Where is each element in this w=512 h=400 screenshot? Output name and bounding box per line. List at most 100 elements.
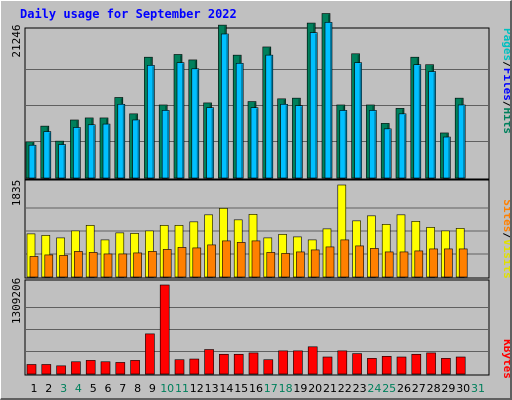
hits-bar-shade bbox=[330, 23, 332, 178]
day-label: 25 bbox=[382, 382, 396, 395]
day-label: 31 bbox=[471, 382, 485, 395]
visits-bar-sites bbox=[296, 251, 305, 278]
hits-bar-files bbox=[265, 54, 274, 179]
kbytes-bar-kbytes bbox=[263, 359, 274, 375]
kbytes-bar-kbytes bbox=[145, 333, 155, 375]
hits-bar-files bbox=[280, 103, 288, 179]
legend-hits: Hits bbox=[501, 108, 510, 135]
visits-bar-sites bbox=[384, 251, 394, 278]
hits-bar-files bbox=[176, 62, 185, 179]
day-label: 13 bbox=[205, 382, 219, 395]
day-label: 12 bbox=[190, 382, 204, 395]
day-label: 8 bbox=[134, 382, 141, 395]
day-label: 27 bbox=[412, 382, 426, 395]
day-label: 26 bbox=[397, 382, 411, 395]
kbytes-bar-kbytes bbox=[26, 364, 37, 375]
hits-bar-shade bbox=[344, 111, 347, 178]
visits-bar-sites bbox=[222, 240, 231, 278]
day-label: 24 bbox=[367, 382, 381, 395]
day-label: 7 bbox=[119, 382, 126, 395]
visits-bar-sites bbox=[59, 255, 68, 278]
hits-bar-shade bbox=[359, 63, 362, 178]
day-label: 6 bbox=[105, 382, 112, 395]
day-label: 16 bbox=[249, 382, 263, 395]
hits-bar-files bbox=[221, 33, 229, 179]
hits-bar-shade bbox=[463, 105, 465, 178]
hits-bar-files bbox=[354, 62, 362, 179]
kbytes-bar-kbytes bbox=[352, 353, 362, 375]
visits-bar-sites bbox=[340, 239, 350, 278]
hits-bar-files bbox=[324, 22, 333, 179]
legend-sites: Sites bbox=[501, 199, 510, 232]
day-label: 9 bbox=[149, 382, 156, 395]
hits-bar-shade bbox=[256, 108, 258, 178]
hits-bar-shade bbox=[108, 125, 110, 178]
hits-bar-shade bbox=[152, 66, 154, 178]
hits-bar-files bbox=[73, 127, 81, 179]
hits-bar-shade bbox=[63, 145, 66, 178]
kbytes-bar-kbytes bbox=[441, 358, 451, 375]
day-label: 15 bbox=[234, 382, 248, 395]
kbytes-bar-kbytes bbox=[396, 356, 407, 375]
hits-bar-shade bbox=[241, 64, 243, 178]
kbytes-bar-kbytes bbox=[174, 359, 185, 375]
hits-max-label: 21246 bbox=[10, 24, 23, 57]
hits-bar-files bbox=[428, 71, 436, 179]
kbytes-bar-kbytes bbox=[56, 365, 66, 375]
visits-bar-sites bbox=[74, 251, 83, 278]
hits-bar-files bbox=[206, 107, 214, 179]
visits-bar-sites bbox=[207, 244, 216, 278]
hits-bar-shade bbox=[433, 72, 436, 178]
hits-bar-shade bbox=[270, 56, 273, 178]
kbytes-bar-kbytes bbox=[426, 352, 436, 375]
hits-bar-files bbox=[102, 123, 111, 179]
hits-bar-files bbox=[87, 124, 96, 179]
day-label: 4 bbox=[75, 382, 82, 395]
day-label: 22 bbox=[338, 382, 352, 395]
day-labels: 1 2 3 4 5 6 7 8 9 10 11 12 13 14 15 16 17 18 19 20 21 22 23 24 2… bbox=[31, 382, 486, 395]
kbytes-bar-kbytes bbox=[159, 284, 170, 375]
visits-bar-sites bbox=[251, 240, 261, 278]
hits-bar-shade bbox=[404, 114, 406, 178]
hits-bar-files bbox=[369, 110, 377, 179]
visits-bar-sites bbox=[118, 253, 128, 278]
kbytes-bar-kbytes bbox=[189, 358, 200, 375]
day-label: 17 bbox=[264, 382, 278, 395]
hits-bar-files bbox=[28, 144, 37, 179]
visits-bar-sites bbox=[370, 248, 379, 278]
hits-bar-shade bbox=[137, 120, 140, 178]
kbytes-bar-kbytes bbox=[100, 361, 111, 375]
hits-bar-shade bbox=[285, 105, 288, 178]
visits-bar-sites bbox=[103, 253, 113, 278]
hits-bar-shade bbox=[182, 63, 184, 178]
kbytes-bar-kbytes bbox=[381, 356, 392, 375]
day-label: 1 bbox=[31, 382, 38, 395]
day-label: 20 bbox=[308, 382, 322, 395]
hits-bar-files bbox=[161, 110, 170, 179]
visits-bar-sites bbox=[444, 248, 453, 278]
day-label: 23 bbox=[353, 382, 367, 395]
hits-bar-shade bbox=[34, 146, 36, 178]
kbytes-bar-kbytes bbox=[455, 356, 466, 375]
hits-bar-files bbox=[309, 32, 318, 179]
chart-title: Daily usage for September 2022 bbox=[20, 7, 237, 21]
legend-separator: / bbox=[501, 101, 510, 108]
day-label: 3 bbox=[60, 382, 67, 395]
hits-bar-shade bbox=[418, 65, 421, 178]
hits-bar-shade bbox=[93, 125, 95, 178]
kbytes-bar-kbytes bbox=[71, 361, 81, 375]
visits-bar-sites bbox=[162, 249, 172, 278]
hits-bar-files bbox=[295, 105, 303, 179]
day-label: 18 bbox=[279, 382, 293, 395]
hits-bar-files bbox=[413, 64, 422, 179]
hits-bar-files bbox=[191, 68, 200, 179]
kbytes-bar-kbytes bbox=[204, 349, 214, 375]
hits-bar-files bbox=[117, 103, 126, 179]
hits-bar-shade bbox=[211, 108, 214, 178]
legend-files: Files bbox=[501, 68, 510, 101]
kbytes-bar-kbytes bbox=[411, 353, 422, 375]
hits-bar-files bbox=[443, 136, 451, 179]
visits-max-label: 1835 bbox=[10, 180, 23, 207]
day-label: 28 bbox=[427, 382, 441, 395]
hits-bar-files bbox=[250, 107, 259, 179]
